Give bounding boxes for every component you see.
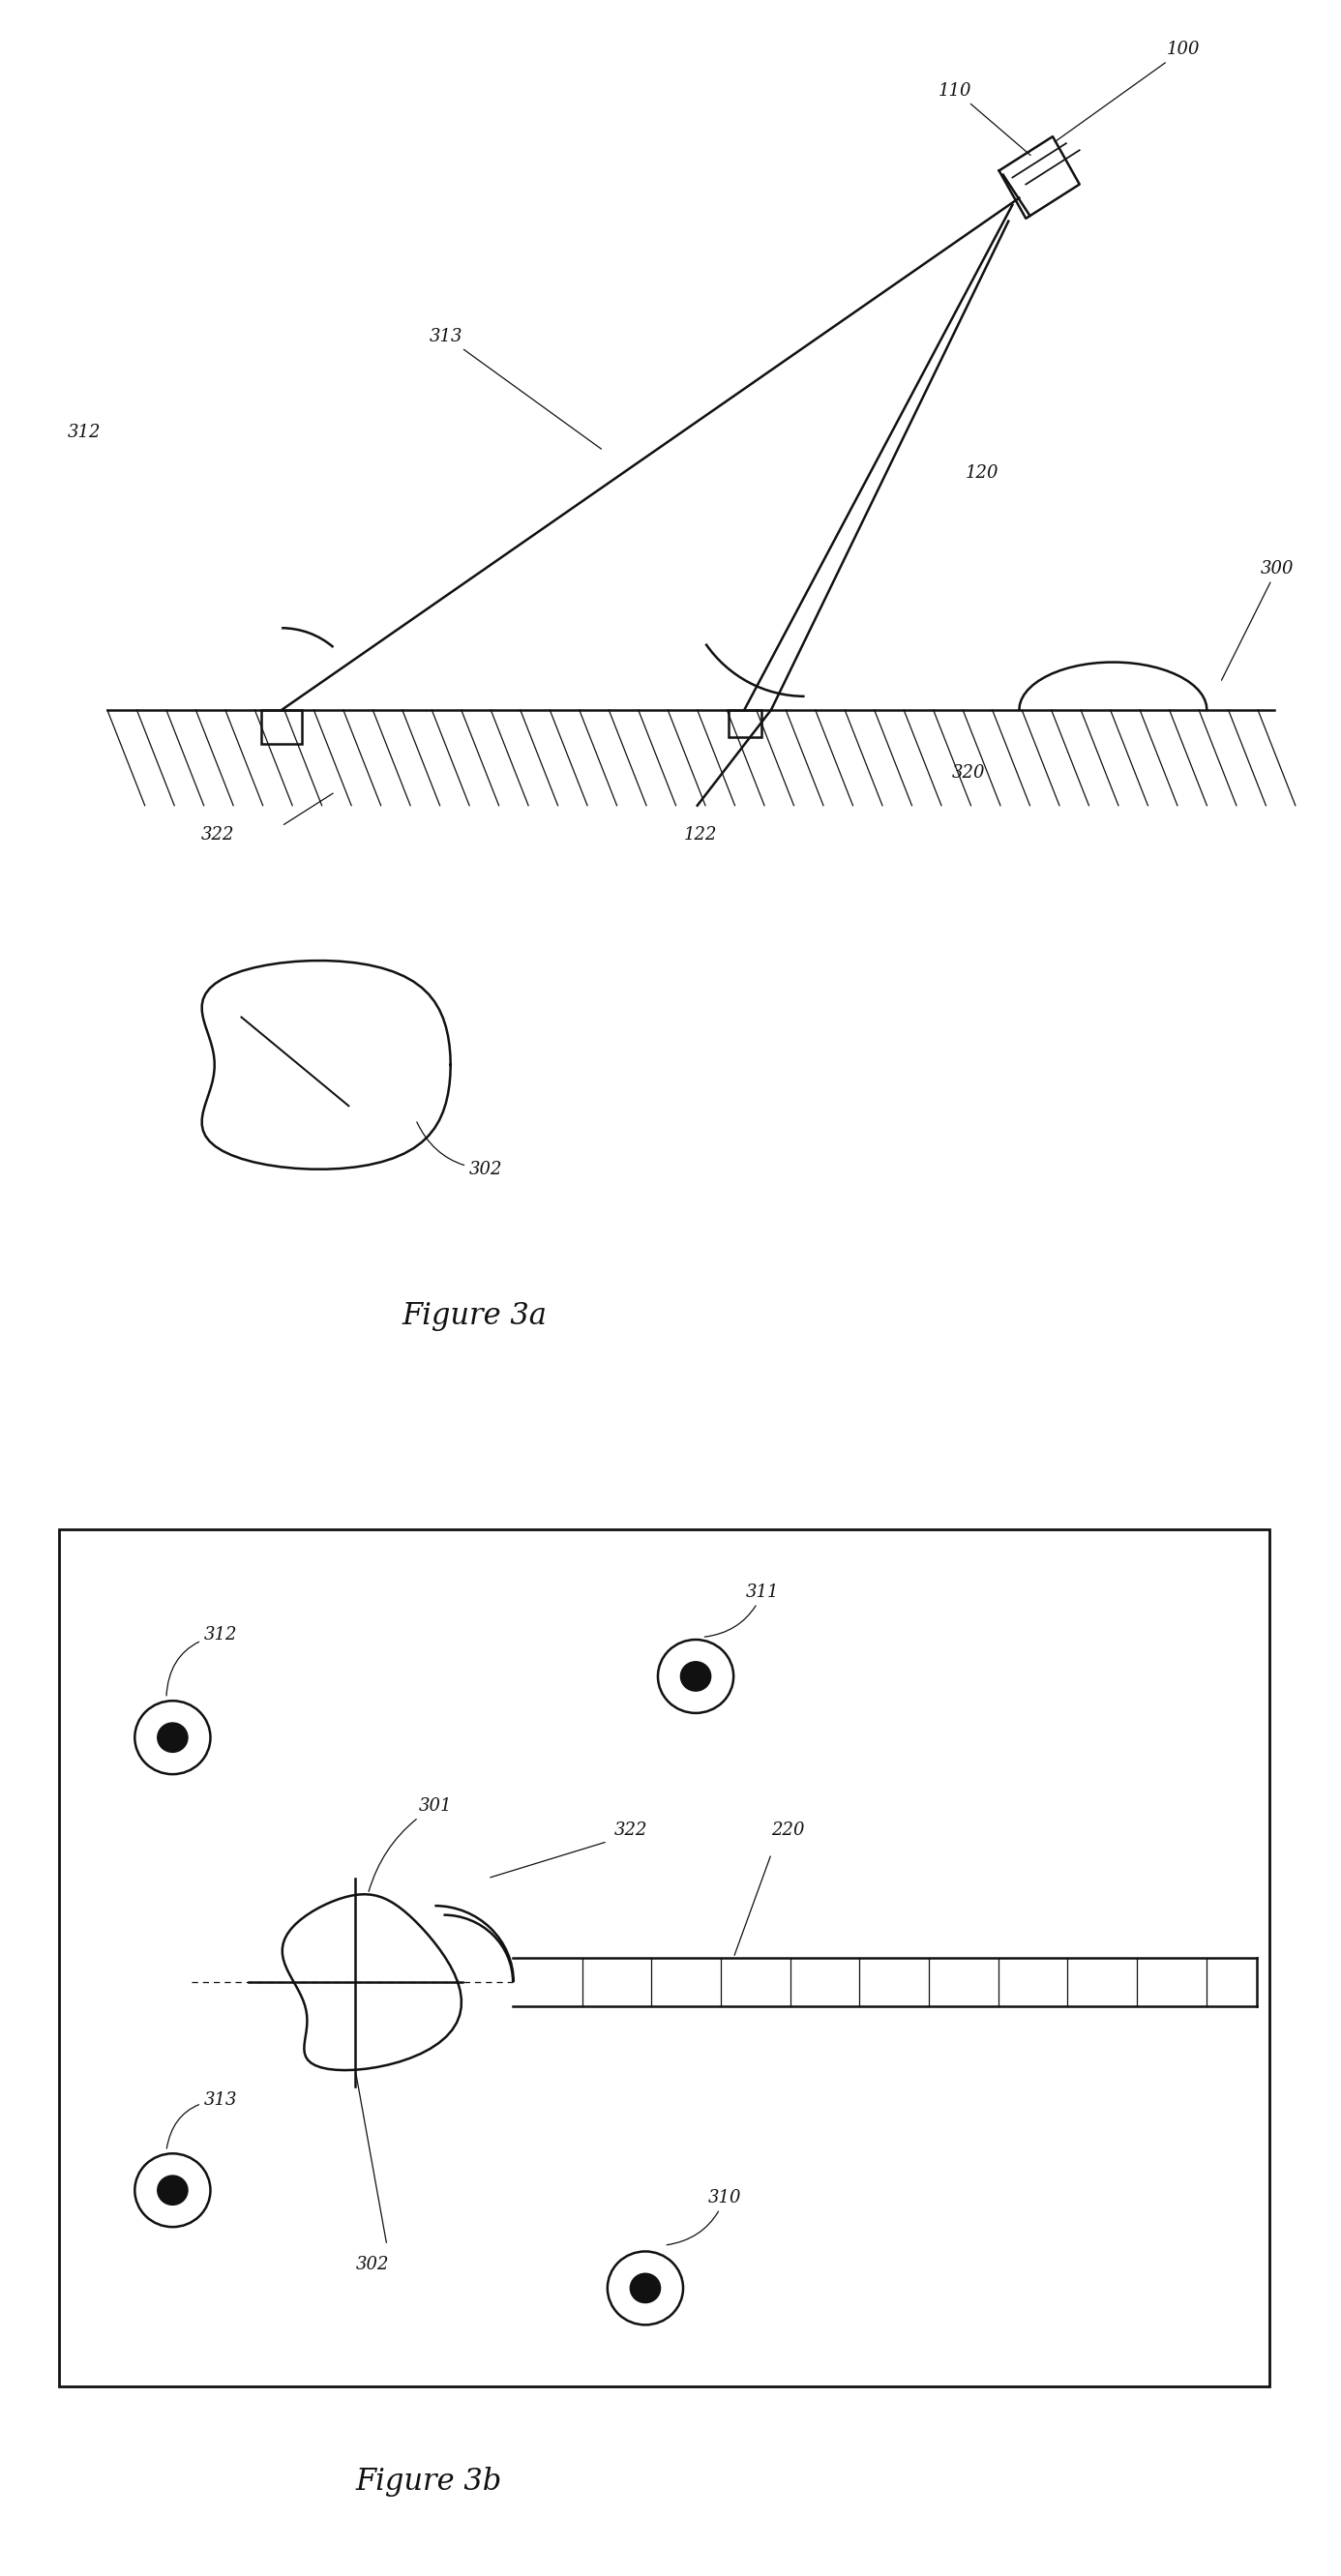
Text: 312: 312 bbox=[166, 1625, 237, 1695]
Bar bbox=[261, 711, 302, 744]
Text: 110: 110 bbox=[939, 82, 1030, 155]
Text: 301: 301 bbox=[369, 1798, 452, 1891]
Text: 300: 300 bbox=[1222, 559, 1294, 680]
Circle shape bbox=[681, 1662, 711, 1690]
Text: 302: 302 bbox=[417, 1123, 503, 1177]
Bar bbox=[728, 711, 762, 737]
Text: 100: 100 bbox=[1055, 41, 1200, 142]
Text: 302: 302 bbox=[355, 2257, 389, 2275]
Text: 322: 322 bbox=[614, 1821, 648, 1839]
Text: 220: 220 bbox=[771, 1821, 805, 1839]
Circle shape bbox=[630, 2275, 660, 2303]
Text: Figure 3b: Figure 3b bbox=[355, 2468, 502, 2496]
Circle shape bbox=[157, 2177, 188, 2205]
Text: 313: 313 bbox=[166, 2092, 237, 2148]
Text: 311: 311 bbox=[704, 1584, 779, 1636]
Text: Figure 3a: Figure 3a bbox=[402, 1301, 547, 1332]
Text: 322: 322 bbox=[201, 827, 235, 842]
Circle shape bbox=[157, 1723, 188, 1752]
Text: 313: 313 bbox=[429, 327, 601, 448]
Text: 122: 122 bbox=[684, 827, 717, 842]
Text: 120: 120 bbox=[966, 464, 999, 482]
Text: 312: 312 bbox=[67, 422, 101, 440]
Text: 310: 310 bbox=[666, 2190, 742, 2244]
Bar bbox=[59, 1530, 1270, 2385]
Text: 320: 320 bbox=[952, 765, 986, 783]
